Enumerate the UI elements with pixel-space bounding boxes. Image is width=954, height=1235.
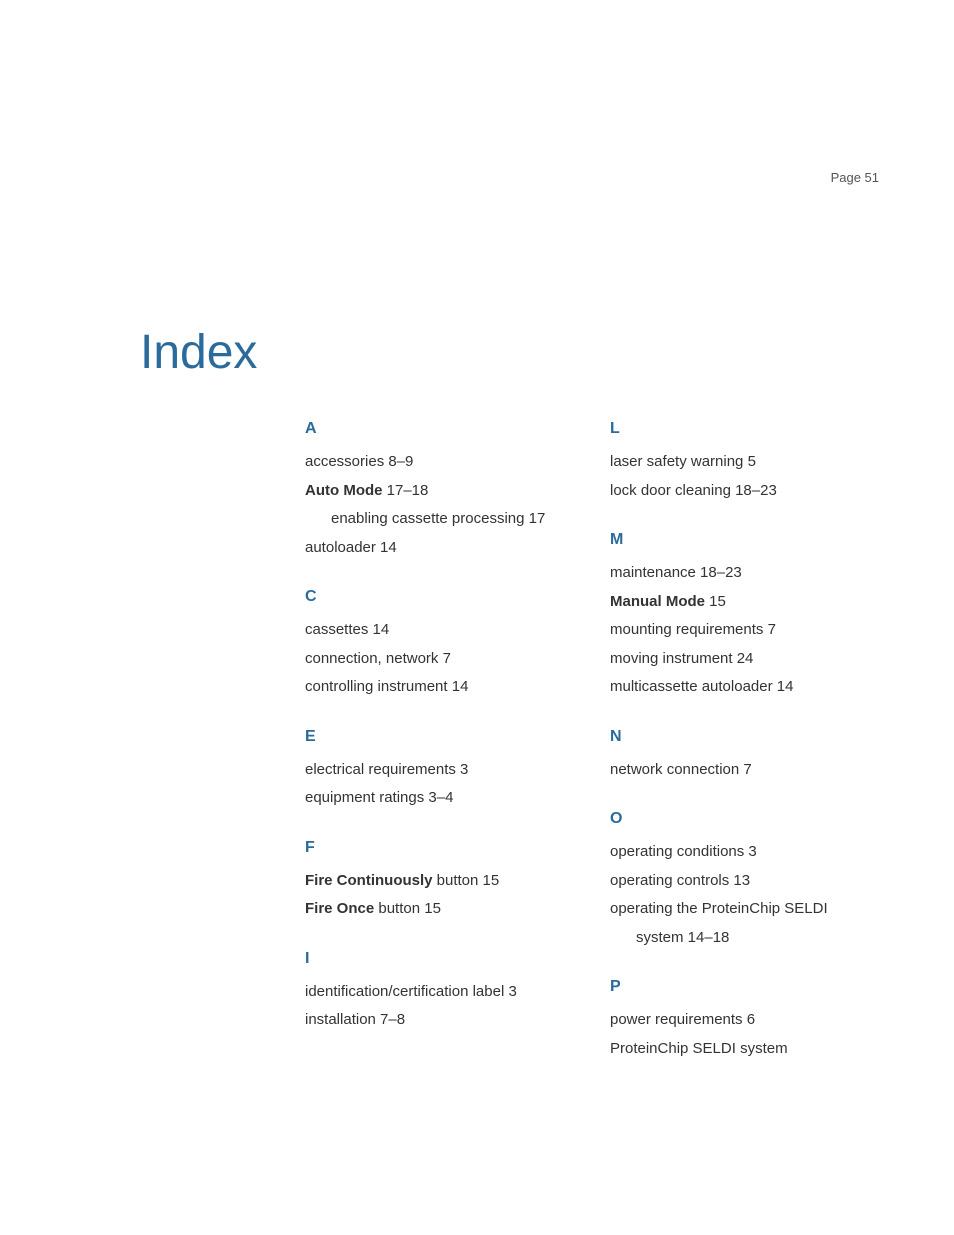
index-entry: accessories 8–9	[305, 448, 560, 477]
index-entry: connection, network 7	[305, 645, 560, 674]
section-o: O operating conditions 3 operating contr…	[610, 810, 865, 952]
index-entry: autoloader 14	[305, 534, 560, 563]
page-number: Page 51	[831, 170, 879, 185]
letter-i: I	[305, 950, 560, 968]
index-entry: equipment ratings 3–4	[305, 784, 560, 813]
left-column: A accessories 8–9 Auto Mode 17–18 enabli…	[305, 420, 560, 1089]
letter-c: C	[305, 588, 560, 606]
letter-n: N	[610, 728, 865, 746]
section-l: L laser safety warning 5 lock door clean…	[610, 420, 865, 505]
letter-o: O	[610, 810, 865, 828]
index-entry: installation 7–8	[305, 1006, 560, 1035]
letter-e: E	[305, 728, 560, 746]
index-entry: power requirements 6	[610, 1006, 865, 1035]
index-sub-entry: enabling cassette processing 17	[305, 505, 560, 534]
index-entry: lock door cleaning 18–23	[610, 477, 865, 506]
index-entry-continuation: system 14–18	[610, 924, 865, 953]
index-entry: electrical requirements 3	[305, 756, 560, 785]
letter-l: L	[610, 420, 865, 438]
section-c: C cassettes 14 connection, network 7 con…	[305, 588, 560, 702]
index-entry: cassettes 14	[305, 616, 560, 645]
section-e: E electrical requirements 3 equipment ra…	[305, 728, 560, 813]
index-entry: Fire Once button 15	[305, 895, 560, 924]
index-entry: operating controls 13	[610, 867, 865, 896]
index-entry: operating the ProteinChip SELDI	[610, 895, 865, 924]
section-m: M maintenance 18–23 Manual Mode 15 mount…	[610, 531, 865, 702]
index-entry: controlling instrument 14	[305, 673, 560, 702]
section-i: I identification/certification label 3 i…	[305, 950, 560, 1035]
index-entry: ProteinChip SELDI system	[610, 1035, 865, 1064]
index-entry: mounting requirements 7	[610, 616, 865, 645]
index-entry: Auto Mode 17–18	[305, 477, 560, 506]
letter-a: A	[305, 420, 560, 438]
index-entry: operating conditions 3	[610, 838, 865, 867]
index-entry: moving instrument 24	[610, 645, 865, 674]
index-entry: multicassette autoloader 14	[610, 673, 865, 702]
index-entry: identification/certification label 3	[305, 978, 560, 1007]
index-entry: maintenance 18–23	[610, 559, 865, 588]
index-entry: Fire Continuously button 15	[305, 867, 560, 896]
section-p: P power requirements 6 ProteinChip SELDI…	[610, 978, 865, 1063]
letter-m: M	[610, 531, 865, 549]
index-entry: Manual Mode 15	[610, 588, 865, 617]
letter-p: P	[610, 978, 865, 996]
section-a: A accessories 8–9 Auto Mode 17–18 enabli…	[305, 420, 560, 562]
index-columns: A accessories 8–9 Auto Mode 17–18 enabli…	[305, 420, 865, 1089]
right-column: L laser safety warning 5 lock door clean…	[610, 420, 865, 1089]
index-title: Index	[140, 325, 257, 380]
index-entry: laser safety warning 5	[610, 448, 865, 477]
section-f: F Fire Continuously button 15 Fire Once …	[305, 839, 560, 924]
letter-f: F	[305, 839, 560, 857]
section-n: N network connection 7	[610, 728, 865, 785]
index-entry: network connection 7	[610, 756, 865, 785]
